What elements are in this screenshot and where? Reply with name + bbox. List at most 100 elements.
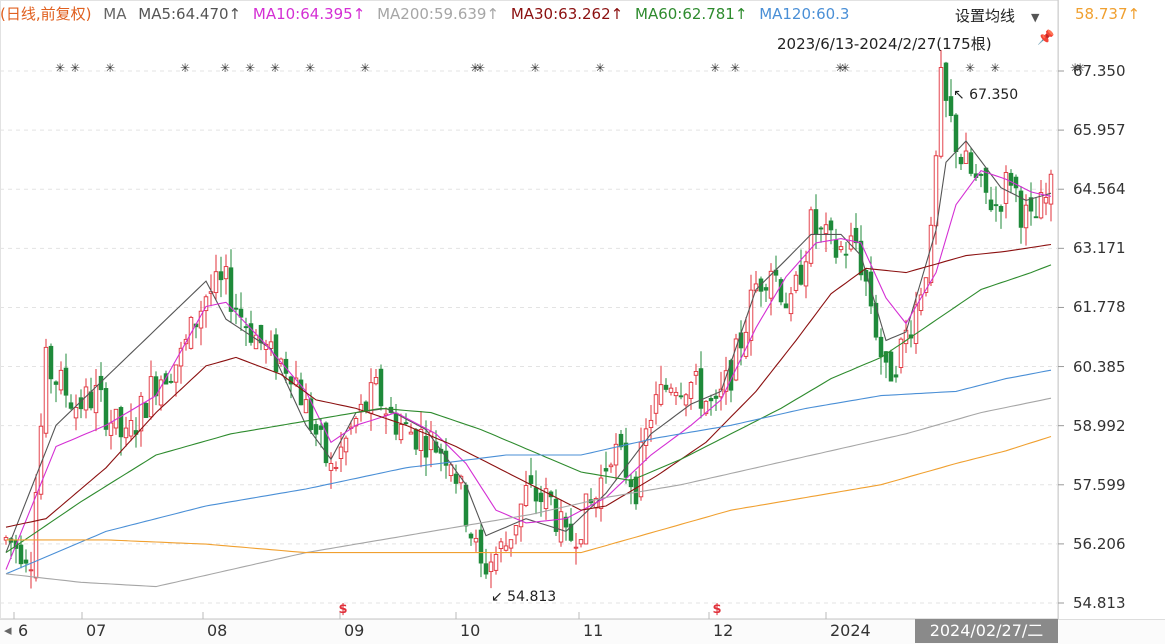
candle-body bbox=[968, 152, 974, 174]
candle-down bbox=[943, 61, 949, 118]
candle-body bbox=[178, 347, 184, 367]
candle-body bbox=[803, 261, 809, 287]
candle-body bbox=[718, 388, 724, 398]
event-marker: ✳ bbox=[70, 61, 80, 75]
candle-body bbox=[1013, 176, 1019, 189]
candle-body bbox=[148, 376, 154, 418]
candle-body bbox=[378, 368, 384, 407]
candle-body bbox=[128, 420, 134, 437]
candle-body bbox=[958, 156, 964, 165]
candle-up bbox=[923, 277, 929, 297]
candle-body bbox=[248, 323, 254, 343]
candle-body bbox=[823, 224, 829, 234]
candle-up bbox=[598, 464, 604, 522]
candle-body bbox=[493, 554, 499, 571]
candle-body bbox=[948, 96, 954, 117]
event-marker: ✳ bbox=[105, 61, 115, 75]
candle-body bbox=[433, 441, 439, 453]
candle-body bbox=[603, 468, 609, 472]
candle-body bbox=[763, 287, 769, 291]
y-tick-label: 67.350 bbox=[1073, 62, 1126, 80]
candle-body bbox=[698, 368, 704, 409]
chart-type-label[interactable]: (日线,前复权) bbox=[0, 5, 92, 23]
candle-down bbox=[1028, 182, 1034, 226]
candle-body bbox=[863, 269, 869, 282]
candle-body bbox=[363, 401, 369, 412]
candle-up bbox=[73, 394, 79, 431]
candle-body bbox=[733, 338, 739, 381]
candle-body bbox=[888, 351, 894, 382]
candle-down bbox=[678, 382, 684, 400]
candle-down bbox=[238, 292, 244, 331]
candle-up bbox=[128, 403, 134, 442]
candle-body bbox=[88, 391, 94, 409]
candle-body bbox=[123, 427, 129, 439]
candle-body bbox=[768, 270, 774, 299]
kline-chart[interactable]: ↖ 67.350↙ 54.813✳ ✳ ✳ ✳ ✳ ✳ ✳ ✳ ✳ ✳✳ ✳ ✳ ✳ ✳ ✳✳ ✳ ✳ ✳✳$ $ bbox=[0, 0, 1165, 619]
candle-up bbox=[688, 380, 694, 410]
candle-body bbox=[883, 351, 889, 363]
candle-body bbox=[108, 422, 114, 436]
candle-up bbox=[848, 222, 854, 252]
candle-body bbox=[273, 334, 279, 373]
ma-line-ma30 bbox=[5, 243, 1052, 528]
candle-body bbox=[438, 448, 444, 454]
candle-body bbox=[743, 331, 749, 357]
candle-down bbox=[88, 377, 94, 411]
candle-down bbox=[133, 417, 139, 448]
candle-body bbox=[23, 559, 29, 564]
candle-down bbox=[143, 401, 149, 418]
chevron-down-icon: ▼ bbox=[1031, 11, 1040, 24]
candle-body bbox=[1033, 216, 1039, 219]
candle-up bbox=[543, 477, 549, 520]
low-annotation: ↙ 54.813 bbox=[491, 589, 556, 605]
candle-body bbox=[468, 533, 474, 539]
ma-line-ma120 bbox=[5, 369, 1052, 575]
candle-up bbox=[608, 462, 614, 473]
x-tick-label: 2024 bbox=[830, 621, 871, 640]
candle-body bbox=[243, 326, 249, 329]
candle-body bbox=[1038, 192, 1044, 219]
candle-body bbox=[663, 384, 669, 390]
ma30-value: MA30:63.262↑ bbox=[510, 5, 624, 23]
candle-body bbox=[118, 407, 124, 438]
candle-up bbox=[398, 413, 404, 444]
candle-body bbox=[278, 358, 284, 364]
candle-body bbox=[143, 402, 149, 418]
candle-up bbox=[518, 503, 524, 542]
candle-body bbox=[843, 253, 849, 256]
candle-up bbox=[373, 369, 379, 386]
candle-down bbox=[758, 276, 764, 307]
candle-up bbox=[648, 404, 654, 442]
candle-body bbox=[633, 476, 639, 505]
candle-body bbox=[828, 220, 834, 231]
candle-body bbox=[678, 395, 684, 398]
candle-body bbox=[783, 303, 789, 309]
event-marker: ✳ bbox=[840, 61, 850, 75]
candle-body bbox=[333, 466, 339, 469]
candle-down bbox=[813, 194, 819, 249]
scroll-left-icon[interactable]: ◂ bbox=[4, 621, 12, 639]
candle-down bbox=[563, 512, 569, 541]
pin-icon[interactable]: 📌 bbox=[1037, 30, 1055, 46]
candle-down bbox=[78, 389, 84, 419]
candle-down bbox=[763, 283, 769, 302]
candle-up bbox=[293, 360, 299, 387]
ma-settings-dropdown[interactable]: 设置均线 ▼ bbox=[955, 5, 1039, 26]
candle-up bbox=[513, 525, 519, 545]
candle-up bbox=[1003, 165, 1009, 219]
candle-body bbox=[693, 371, 699, 376]
candle-body bbox=[558, 511, 564, 543]
candle-up bbox=[748, 274, 754, 356]
candle-up bbox=[408, 423, 414, 435]
candle-up bbox=[658, 365, 664, 407]
candle-body bbox=[1023, 204, 1029, 229]
candle-body bbox=[63, 367, 69, 396]
candle-up bbox=[158, 375, 164, 411]
candle-down bbox=[1013, 174, 1019, 203]
ma-settings-label: 设置均线 bbox=[955, 7, 1016, 25]
candle-body bbox=[688, 382, 694, 399]
candle-up bbox=[58, 361, 64, 395]
ma5-value: MA5:64.470↑ bbox=[138, 5, 242, 23]
candle-down bbox=[878, 328, 884, 375]
